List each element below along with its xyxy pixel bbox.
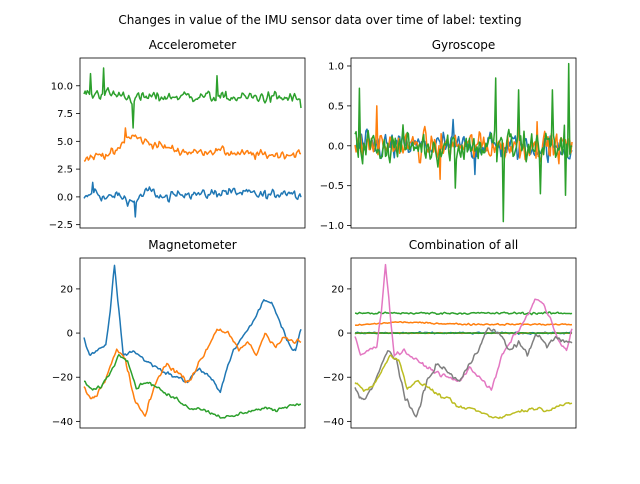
gyroscope-ytick-label: 1.0 [328,61,344,72]
accelerometer-ytick-label: 5.0 [57,137,73,148]
combination-series-line-7 [354,327,573,418]
accelerometer-title: Accelerometer [149,38,236,52]
combination-title: Combination of all [409,238,519,252]
combination-frame [350,257,577,429]
combination-subplot: Combination of all −40 −20 0 20 [323,238,577,429]
combination-ytick-label: 20 [331,284,344,295]
gyroscope-subplot: Gyroscope −1.0 −0.5 0.0 0.5 1.0 [320,38,577,232]
accelerometer-series-line-0 [83,181,302,218]
magnetometer-ytick-label: 20 [60,284,73,295]
gyroscope-ytick-label: −0.5 [320,181,344,192]
accelerometer-ytick-label: 2.5 [57,165,73,176]
combination-series-line-1 [354,320,573,326]
gyroscope-series-line-2 [354,62,573,223]
accelerometer-ytick-label: 10.0 [51,81,73,92]
accelerometer-series-line-1 [83,127,302,162]
accelerometer-ytick-label: 7.5 [57,109,73,120]
gyroscope-ytick-label: 0.0 [328,141,344,152]
combination-ytick-label: −20 [323,373,344,384]
subplots: Accelerometer −2.5 0.0 2.5 5.0 7.5 10.0 Gyrosco… [49,38,577,429]
accelerometer-ytick-label: 0.0 [57,192,73,203]
combination-series-line-8 [354,354,573,420]
figure-title: Changes in value of the IMU sensor data … [118,13,521,27]
combination-ytick-label: 0 [338,329,344,340]
magnetometer-ytick-label: 0 [67,329,73,340]
gyroscope-frame [350,57,577,229]
combination-ytick-label: −40 [323,417,344,428]
magnetometer-frame [79,257,306,429]
gyroscope-title: Gyroscope [432,38,496,52]
combination-series-line-6 [354,263,573,391]
magnetometer-subplot: Magnetometer −40 −20 0 20 [52,238,306,429]
accelerometer-series-line-2 [83,67,302,129]
magnetometer-title: Magnetometer [148,238,237,252]
gyroscope-ytick-label: 0.5 [328,101,344,112]
gyroscope-ytick-label: −1.0 [320,221,344,232]
combination-series-line-2 [354,311,573,316]
accelerometer-ytick-label: −2.5 [49,220,73,231]
magnetometer-ytick-label: −40 [52,417,73,428]
magnetometer-ytick-label: −20 [52,373,73,384]
accelerometer-frame [79,57,306,229]
magnetometer-series-line-1 [83,328,302,417]
accelerometer-subplot: Accelerometer −2.5 0.0 2.5 5.0 7.5 10.0 [49,38,306,231]
magnetometer-series-line-2 [83,353,302,419]
combination-series-line-5 [354,331,573,335]
